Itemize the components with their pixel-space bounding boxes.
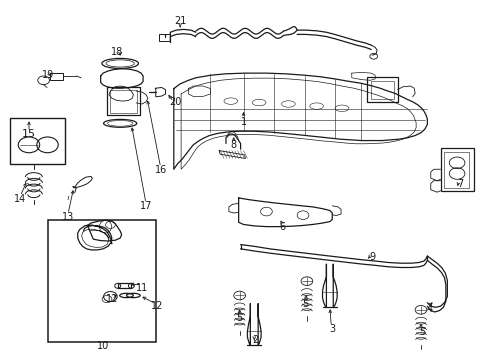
Text: 19: 19 [42,70,55,80]
Text: 6: 6 [279,222,285,232]
Text: 1: 1 [240,117,246,127]
Text: 18: 18 [110,46,122,57]
Text: 17: 17 [140,201,152,211]
Text: 9: 9 [368,252,375,262]
Bar [370,81,393,99]
Text: 11: 11 [136,283,148,293]
Text: 12: 12 [150,301,163,311]
Text: 5: 5 [419,327,425,337]
Text: 2: 2 [252,334,258,345]
Text: 20: 20 [169,97,181,107]
Text: 5: 5 [302,299,308,309]
Text: 10: 10 [97,341,109,351]
Bar [159,35,169,41]
Bar [50,73,62,80]
Text: 12: 12 [105,294,118,304]
Bar [110,90,137,113]
Text: 15: 15 [22,129,36,139]
Bar [366,77,397,102]
Bar [444,152,468,188]
Text: 5: 5 [236,313,242,323]
Text: 4: 4 [426,304,432,314]
Text: 7: 7 [456,179,462,189]
Text: 16: 16 [154,165,166,175]
Text: 13: 13 [62,212,74,221]
Text: 8: 8 [230,140,236,150]
Text: 3: 3 [328,324,335,334]
Text: 14: 14 [14,194,26,204]
Text: 21: 21 [174,17,186,27]
Bar [48,220,156,342]
Bar [10,118,65,164]
Bar [107,87,140,116]
Bar [440,148,473,192]
